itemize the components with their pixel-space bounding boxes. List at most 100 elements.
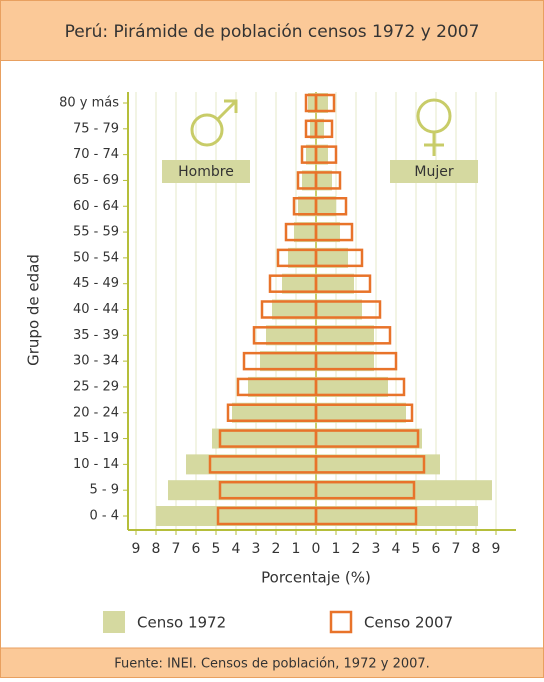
x-tick-label: 0 bbox=[312, 541, 321, 557]
bar bbox=[316, 454, 440, 475]
bar bbox=[316, 428, 422, 449]
bar bbox=[248, 376, 316, 397]
bar-outline bbox=[314, 93, 336, 113]
y-tick-label: 0 - 4 bbox=[90, 509, 120, 524]
y-tick-label: 45 - 49 bbox=[73, 276, 119, 291]
bar-outline bbox=[314, 222, 354, 242]
bar bbox=[282, 273, 316, 294]
bar-outline bbox=[314, 248, 364, 268]
bar bbox=[316, 222, 340, 243]
bar bbox=[306, 144, 316, 165]
bar-outline bbox=[314, 506, 418, 526]
male-symbol bbox=[190, 99, 238, 147]
legend: Censo 1972 Censo 2007 bbox=[103, 610, 453, 634]
bar bbox=[294, 222, 316, 243]
x-tick-label: 8 bbox=[472, 541, 481, 557]
bar bbox=[316, 402, 406, 423]
footer-band bbox=[0, 647, 544, 678]
chart-title: Perú: Pirámide de población censos 1972 … bbox=[65, 22, 480, 42]
x-tick-label: 4 bbox=[392, 541, 401, 557]
x-tick-label: 7 bbox=[452, 541, 461, 557]
bar bbox=[186, 454, 316, 475]
y-tick-label: 65 - 69 bbox=[73, 173, 119, 188]
bar bbox=[316, 247, 348, 268]
bar bbox=[316, 506, 478, 526]
bar bbox=[316, 144, 328, 165]
bar-outline bbox=[314, 403, 414, 422]
x-tick-label: 7 bbox=[172, 541, 181, 557]
x-tick-label: 6 bbox=[432, 541, 441, 557]
legend-swatch bbox=[103, 611, 125, 633]
bar bbox=[302, 170, 316, 191]
bar-outline bbox=[314, 171, 342, 190]
left-label: Hombre bbox=[178, 164, 234, 180]
y-tick-label: 70 - 74 bbox=[73, 147, 119, 162]
x-tick-label: 5 bbox=[412, 541, 421, 557]
left-label-box bbox=[162, 160, 250, 183]
bar bbox=[288, 247, 316, 268]
bar bbox=[156, 506, 316, 526]
bar bbox=[316, 196, 336, 217]
x-tick-label: 2 bbox=[272, 541, 281, 557]
bar-outline bbox=[314, 480, 416, 500]
x-tick-label: 6 bbox=[192, 541, 201, 557]
bar-outline bbox=[314, 274, 372, 293]
bar bbox=[316, 376, 388, 397]
y-tick-label: 75 - 79 bbox=[73, 121, 119, 136]
y-tick-label: 30 - 34 bbox=[73, 354, 119, 369]
y-tick-label: 10 - 14 bbox=[73, 457, 119, 472]
y-tick-label: 15 - 19 bbox=[73, 431, 119, 446]
x-tick-label: 3 bbox=[252, 541, 261, 557]
title-band bbox=[0, 0, 544, 61]
y-axis-label: Grupo de edad bbox=[25, 254, 43, 366]
bar bbox=[260, 351, 316, 372]
bar bbox=[308, 93, 316, 113]
x-axis-label: Porcentaje (%) bbox=[261, 569, 371, 587]
bar-outline bbox=[314, 326, 392, 345]
bar bbox=[316, 480, 492, 501]
bar bbox=[272, 299, 316, 320]
bar-outline bbox=[314, 429, 420, 448]
bar bbox=[310, 118, 316, 139]
x-tick-label: 1 bbox=[332, 541, 341, 557]
y-tick-label: 50 - 54 bbox=[73, 250, 119, 265]
legend-swatch bbox=[329, 610, 353, 634]
bar-outline bbox=[314, 197, 348, 216]
bar bbox=[232, 402, 316, 423]
bar bbox=[316, 325, 374, 346]
bar-outline bbox=[314, 300, 382, 319]
right-label: Mujer bbox=[414, 164, 453, 180]
bar bbox=[168, 480, 316, 501]
bar bbox=[316, 93, 328, 113]
legend-label: Censo 2007 bbox=[364, 614, 453, 632]
x-tick-label: 9 bbox=[132, 541, 141, 557]
x-tick-label: 2 bbox=[352, 541, 361, 557]
bar bbox=[316, 118, 324, 139]
bar bbox=[298, 196, 316, 217]
y-tick-label: 40 - 44 bbox=[73, 302, 119, 317]
y-tick-label: 80 y más bbox=[59, 96, 119, 111]
bar-outline bbox=[314, 377, 406, 397]
x-tick-label: 5 bbox=[212, 541, 221, 557]
y-tick-label: 60 - 64 bbox=[73, 199, 119, 214]
y-tick-label: 35 - 39 bbox=[73, 328, 119, 343]
bar bbox=[316, 299, 362, 320]
bar bbox=[212, 428, 316, 449]
y-tick-label: 20 - 24 bbox=[73, 405, 119, 420]
x-tick-label: 1 bbox=[292, 541, 301, 557]
bars bbox=[156, 93, 492, 526]
bar-outline bbox=[314, 145, 338, 164]
right-label-box bbox=[390, 160, 478, 183]
bar bbox=[316, 170, 332, 191]
bar bbox=[316, 351, 374, 372]
source: Fuente: INEI. Censos de población, 1972 … bbox=[114, 657, 430, 672]
x-tick-label: 4 bbox=[232, 541, 241, 557]
y-tick-label: 25 - 29 bbox=[73, 379, 119, 394]
y-tick-label: 55 - 59 bbox=[73, 225, 119, 240]
x-tick-label: 9 bbox=[492, 541, 501, 557]
bar bbox=[316, 273, 354, 294]
bar-outline bbox=[314, 119, 334, 139]
female-symbol bbox=[416, 98, 452, 156]
bar-outline bbox=[314, 351, 398, 371]
